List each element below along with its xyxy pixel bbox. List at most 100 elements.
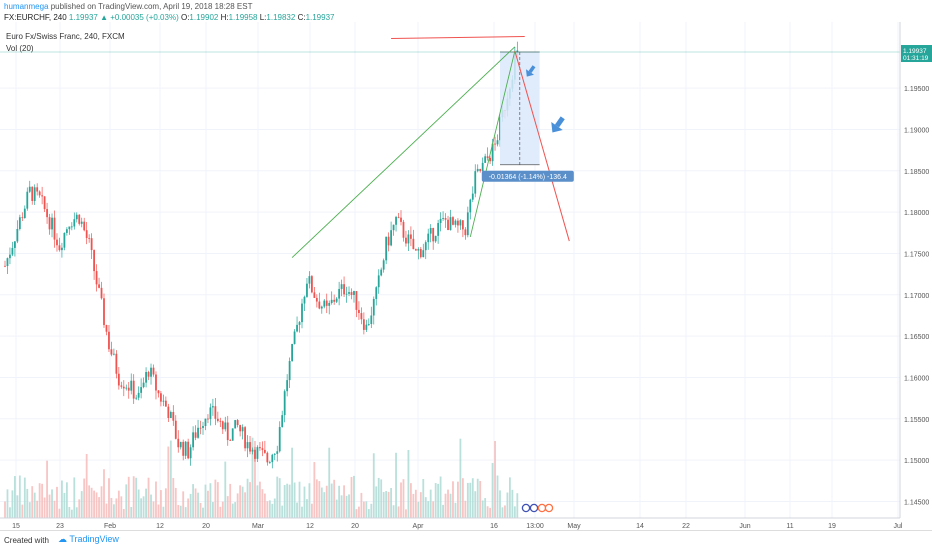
candle-body	[23, 208, 26, 219]
volume-bar	[412, 493, 415, 518]
candle-body	[365, 324, 368, 330]
candle-body	[479, 168, 482, 172]
candle-body	[221, 421, 224, 430]
candle-body	[486, 156, 489, 158]
time-axis-labels[interactable]: 15 23 Feb 12 20 Mar 12 20 Apr 16 13:00 May 14 22 Jun 11…	[12, 523, 903, 530]
candle-body	[330, 299, 333, 303]
volume-bar	[85, 453, 88, 518]
symbol-label: FX:EURCHF, 240	[4, 13, 67, 22]
volume-bar	[306, 499, 308, 518]
volume-bar	[221, 501, 224, 518]
candle-body	[224, 422, 227, 430]
candle-body	[281, 415, 284, 428]
volume-bar	[155, 481, 157, 518]
candle-body	[283, 391, 286, 416]
author-link[interactable]: humanmega	[4, 2, 49, 11]
volume-bar	[496, 475, 499, 518]
volume-bar	[172, 478, 175, 518]
volume-bar	[464, 500, 467, 518]
candle-body	[229, 440, 232, 441]
candle-body	[226, 422, 229, 441]
volume-bar	[70, 509, 73, 518]
volume-bar	[273, 498, 276, 518]
volume-bar	[484, 498, 487, 518]
volume-bar	[187, 498, 190, 518]
time-tick-label: Mar	[252, 523, 265, 530]
candle-body	[241, 427, 244, 432]
candle-body	[343, 284, 345, 295]
price-chart[interactable]: -0.01364 (-1.14%) -136.4 1.145001.150001…	[0, 22, 932, 530]
volume-bar	[65, 482, 68, 518]
candle-body	[179, 441, 182, 448]
volume-bar	[442, 504, 444, 518]
candle-body	[385, 236, 388, 261]
volume-bar	[293, 482, 296, 518]
down-arrow-icon	[551, 116, 565, 133]
candlesticks	[4, 41, 519, 469]
candle-body	[400, 217, 402, 222]
candle-body	[424, 242, 427, 251]
candle-body	[219, 420, 222, 422]
volume-bar	[241, 486, 244, 518]
volume-bar	[80, 491, 83, 518]
candle-body	[127, 387, 130, 391]
volume-bar	[387, 491, 390, 518]
candle-body	[98, 284, 100, 288]
candle-body	[199, 427, 202, 429]
time-tick-label: 15	[12, 523, 20, 530]
price-tick-label: 1.15500	[904, 417, 929, 424]
volume-bar	[108, 478, 110, 518]
candle-body	[461, 220, 464, 230]
volume-bar	[14, 476, 16, 518]
volume-bar	[263, 493, 266, 518]
volume-bar	[417, 501, 420, 518]
candle-body	[202, 426, 204, 428]
candle-body	[184, 441, 187, 456]
tradingview-logo[interactable]: ☁ TradingView	[58, 534, 119, 545]
volume-bar	[323, 492, 326, 518]
volume-bar	[58, 508, 61, 518]
candle-body	[103, 298, 105, 326]
time-tick-label: 20	[351, 523, 359, 530]
price-axis[interactable]	[900, 22, 932, 530]
volume-bar	[244, 492, 246, 518]
time-tick-label: 12	[306, 523, 314, 530]
volume-bar	[105, 503, 108, 518]
time-tick-label: May	[567, 523, 581, 530]
time-tick-label: Feb	[104, 523, 116, 530]
candle-body	[301, 303, 303, 323]
volume-bar	[360, 492, 363, 518]
volume-bar	[236, 493, 239, 518]
candle-body	[177, 438, 180, 448]
candle-body	[26, 191, 29, 209]
volume-bar	[333, 479, 336, 518]
volume-bar	[328, 447, 331, 518]
high-label: H:	[220, 13, 229, 22]
volume-bar	[162, 506, 165, 518]
volume-bar	[132, 476, 135, 518]
candle-body	[152, 367, 155, 375]
candle-body	[58, 245, 61, 251]
candle-body	[340, 284, 343, 289]
candle-body	[147, 372, 150, 377]
candle-body	[392, 224, 395, 231]
volume-bar	[130, 506, 133, 518]
candle-body	[402, 221, 405, 238]
change-value: +0.00035 (+0.03%)	[110, 13, 179, 22]
candle-body	[18, 217, 21, 229]
drawing-tools[interactable]: -0.01364 (-1.14%) -136.4	[0, 36, 900, 513]
volume-bar	[226, 496, 229, 518]
volume-bar	[271, 503, 274, 518]
volume-bar	[197, 492, 199, 518]
candle-body	[256, 447, 259, 459]
candle-body	[209, 407, 212, 420]
volume-bar	[434, 483, 437, 518]
close-value: 1.19937	[305, 13, 335, 22]
candle-body	[437, 223, 440, 236]
candle-body	[303, 296, 306, 304]
volume-bar	[88, 485, 91, 518]
candle-body	[377, 275, 380, 288]
candle-body	[239, 425, 242, 432]
candle-body	[31, 186, 34, 201]
candle-body	[494, 143, 496, 145]
